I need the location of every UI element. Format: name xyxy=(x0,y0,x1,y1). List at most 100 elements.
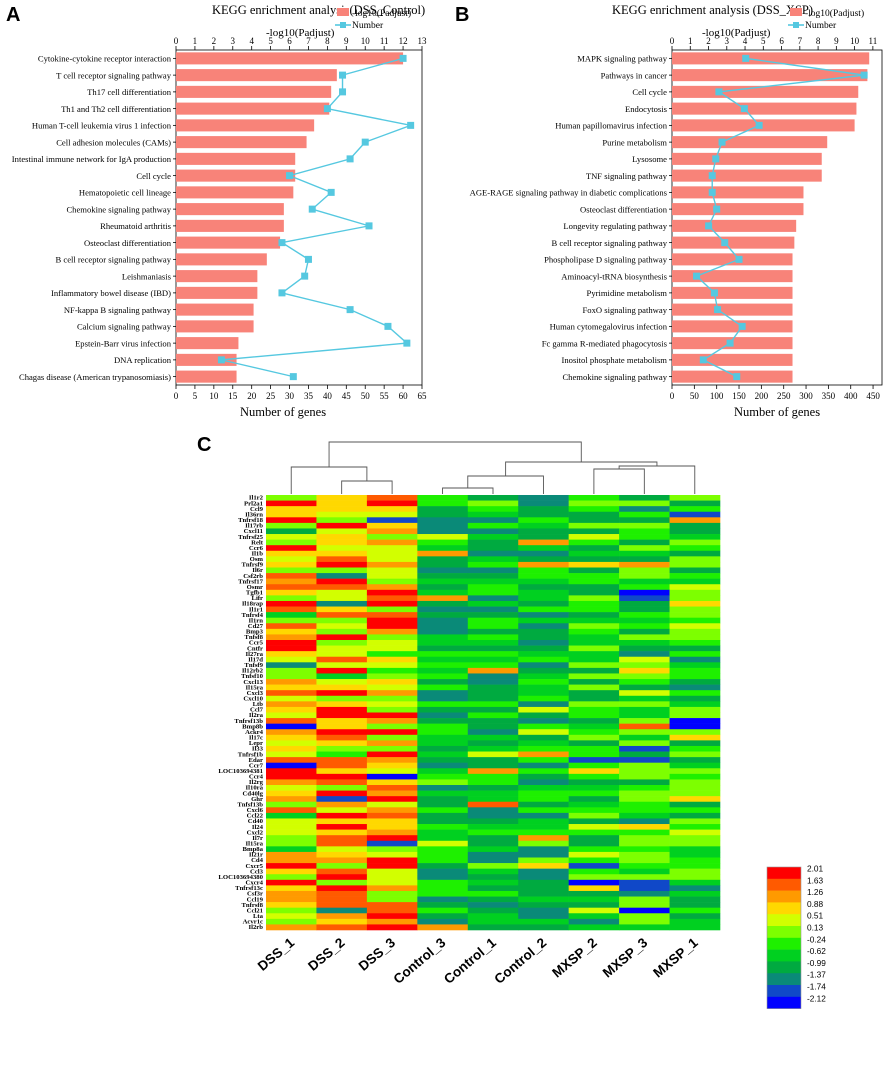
heatmap-cell xyxy=(366,918,418,925)
heatmap-cell xyxy=(266,924,317,931)
heatmap-cell xyxy=(316,863,368,869)
heatmap-cell xyxy=(366,751,418,758)
heatmap-cell xyxy=(366,824,418,830)
number-point xyxy=(323,105,331,113)
heatmap-cell xyxy=(266,695,317,702)
heatmap-cell xyxy=(568,779,620,786)
heatmap-cell xyxy=(518,807,569,814)
heatmap-cell xyxy=(518,679,569,685)
heatmap-cell xyxy=(619,662,670,669)
bottom-tick-label: 55 xyxy=(380,391,390,401)
heatmap-row-label: Tnfsf13b xyxy=(237,801,263,808)
heatmap-cell xyxy=(266,857,317,864)
category-label: NF-kappa B signaling pathway xyxy=(64,305,172,315)
category-label: Hematopoietic cell lineage xyxy=(79,188,171,198)
heatmap-cell xyxy=(467,824,519,830)
heatmap-cell xyxy=(266,573,317,579)
heatmap-cell xyxy=(366,863,418,869)
legend-marker-swatch-b xyxy=(793,22,799,28)
heatmap-cell xyxy=(619,885,670,892)
color-scale-label: -1.74 xyxy=(807,982,826,992)
heatmap-cell xyxy=(366,640,418,646)
heatmap-cell xyxy=(568,667,620,674)
heatmap-cell xyxy=(669,695,721,702)
heatmap-cell xyxy=(417,706,469,713)
heatmap-cell xyxy=(366,907,418,914)
category-label: MAPK signaling pathway xyxy=(577,54,667,64)
heatmap-cell xyxy=(316,617,368,624)
heatmap-cell xyxy=(619,729,670,736)
heatmap-cell xyxy=(568,729,620,736)
heatmap-cell xyxy=(366,578,418,585)
heatmap-cell xyxy=(467,729,519,736)
number-point xyxy=(365,222,373,230)
heatmap-column-label: Control_3 xyxy=(391,934,449,986)
top-tick-label: 4 xyxy=(249,36,254,46)
heatmap-cell xyxy=(316,773,368,780)
heatmap-cell xyxy=(669,617,721,624)
heatmap-cell xyxy=(619,645,670,652)
heatmap-cell xyxy=(266,500,317,507)
category-label: Fc gamma R-mediated phagocytosis xyxy=(542,338,668,348)
heatmap-cell xyxy=(316,729,368,736)
heatmap-row-label: Tgfb1 xyxy=(246,590,263,597)
heatmap-row-label: Tnfsf10 xyxy=(241,673,264,680)
category-label: Chemokine signaling pathway xyxy=(66,204,171,214)
heatmap-cell xyxy=(518,656,569,663)
heatmap-cell xyxy=(266,511,317,518)
heatmap-cell xyxy=(316,684,368,691)
heatmap-cell xyxy=(619,890,670,897)
heatmap-cell xyxy=(619,773,670,780)
heatmap-cell xyxy=(619,718,670,724)
heatmap-cell xyxy=(669,885,721,892)
heatmap-cell xyxy=(417,701,469,708)
heatmap-cell xyxy=(417,918,469,925)
heatmap-cell xyxy=(568,796,620,803)
heatmap-cell xyxy=(518,790,569,797)
heatmap-cell xyxy=(568,913,620,920)
heatmap-cell xyxy=(266,874,317,881)
heatmap-cell xyxy=(467,545,519,552)
heatmap-row-label: Il2rb xyxy=(249,924,264,931)
heatmap-cell xyxy=(316,762,368,769)
chart-a-title: KEGG enrichment analysis(DSS_Control) xyxy=(212,3,425,17)
heatmap-cell xyxy=(568,924,620,931)
heatmap-cell xyxy=(417,640,469,646)
heatmap-cell xyxy=(518,645,569,652)
heatmap-cell xyxy=(619,623,670,630)
heatmap-cell xyxy=(619,790,670,797)
category-label: T cell receptor signaling pathway xyxy=(56,70,172,80)
heatmap-cell xyxy=(619,734,670,741)
heatmap-cell xyxy=(467,640,519,646)
heatmap-cell xyxy=(417,851,469,858)
heatmap-cell xyxy=(366,874,418,881)
bottom-tick-label: 300 xyxy=(799,391,813,401)
heatmap-cell xyxy=(417,874,469,881)
heatmap-cell xyxy=(316,567,368,574)
heatmap-cell xyxy=(467,589,519,596)
heatmap-cell xyxy=(467,773,519,780)
bottom-tick-label: 400 xyxy=(844,391,858,401)
dendrogram-link xyxy=(328,441,582,467)
heatmap-cell xyxy=(518,595,569,602)
heatmap-cell xyxy=(568,651,620,658)
heatmap-row-label: Il33 xyxy=(252,746,264,753)
number-point xyxy=(735,255,743,263)
heatmap-cell xyxy=(316,801,368,808)
heatmap-cell xyxy=(417,807,469,814)
heatmap-cell xyxy=(518,500,569,507)
heatmap-cell xyxy=(669,829,721,836)
heatmap-cell xyxy=(669,913,721,920)
heatmap-cell xyxy=(619,779,670,786)
bar xyxy=(176,370,237,383)
heatmap-cell xyxy=(266,734,317,741)
heatmap-cell xyxy=(467,679,519,685)
heatmap-cell xyxy=(266,556,317,563)
heatmap-cell xyxy=(467,762,519,769)
heatmap-column-label: MXSP_2 xyxy=(549,935,599,981)
heatmap-cell xyxy=(467,495,519,501)
number-point xyxy=(721,239,729,247)
top-tick-label: 6 xyxy=(287,36,292,46)
number-point xyxy=(384,322,392,330)
heatmap-cell xyxy=(366,573,418,579)
